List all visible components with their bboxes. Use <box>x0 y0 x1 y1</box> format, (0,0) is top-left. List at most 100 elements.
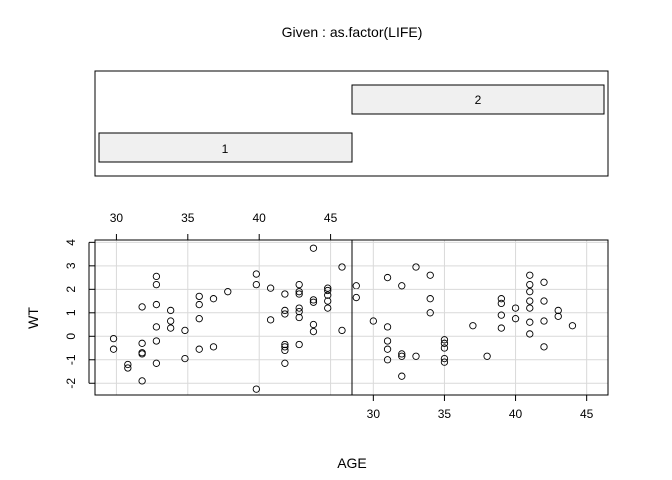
y-tick-label: 4 <box>64 239 78 246</box>
data-point <box>224 288 232 296</box>
data-point <box>440 358 449 366</box>
data-point <box>440 339 449 347</box>
data-point <box>511 315 520 323</box>
x-tick-label: 35 <box>438 407 452 421</box>
data-point <box>138 339 146 347</box>
data-point <box>440 344 449 352</box>
data-point <box>540 297 548 305</box>
data-point <box>497 311 505 319</box>
data-point <box>383 356 392 364</box>
data-point <box>181 354 189 363</box>
data-point <box>281 343 289 351</box>
data-point <box>295 304 303 312</box>
data-point <box>109 334 118 343</box>
data-point <box>309 327 318 336</box>
data-point <box>469 322 477 330</box>
data-point <box>266 316 275 324</box>
given-interval-1 <box>98 132 353 163</box>
data-point <box>167 317 175 325</box>
data-point <box>526 280 534 289</box>
data-point <box>195 292 203 301</box>
data-point <box>167 306 175 315</box>
data-point <box>281 306 289 315</box>
data-point <box>281 346 289 355</box>
data-point <box>138 350 146 358</box>
data-point <box>324 284 332 292</box>
data-point <box>412 352 420 360</box>
x-tick-label: 45 <box>324 211 338 225</box>
data-point <box>526 318 534 326</box>
x-tick-label: 30 <box>367 407 381 421</box>
x-tick-label: 35 <box>181 211 195 225</box>
x-tick-label: 40 <box>509 407 523 421</box>
data-point <box>383 345 392 353</box>
data-point <box>195 315 203 323</box>
data-point <box>281 310 289 318</box>
data-point <box>526 304 534 312</box>
data-point <box>324 291 332 299</box>
y-tick-label: 0 <box>64 333 78 340</box>
given-panel-frame <box>94 70 609 177</box>
data-point <box>295 313 303 322</box>
data-point <box>338 263 346 271</box>
data-point <box>426 271 434 279</box>
data-point <box>526 297 534 305</box>
data-point <box>138 303 146 311</box>
data-point <box>252 270 260 278</box>
data-point <box>152 359 161 367</box>
scatter-panels: 30 35 40 45 30 35 40 45 -2 -1 0 1 2 3 4 <box>64 211 609 421</box>
data-point <box>412 263 420 271</box>
data-point <box>324 286 332 295</box>
data-point <box>309 298 318 306</box>
data-point <box>109 345 118 353</box>
data-point <box>338 326 346 335</box>
data-point <box>540 278 548 286</box>
data-point <box>152 272 161 281</box>
data-point <box>195 345 203 353</box>
given-interval-label-2: 2 <box>475 93 482 107</box>
data-point <box>383 337 392 345</box>
data-point <box>526 271 534 279</box>
data-point <box>324 304 332 312</box>
data-point <box>554 312 562 320</box>
given-interval-2 <box>351 84 605 115</box>
data-point <box>383 323 392 331</box>
data-point <box>398 350 406 358</box>
x-tick-label: 40 <box>253 211 267 225</box>
data-point <box>440 336 449 344</box>
data-point <box>511 304 520 312</box>
data-point <box>295 288 303 296</box>
data-point <box>383 273 392 282</box>
data-point <box>124 360 132 369</box>
chart-title: Given : as.factor(LIFE) <box>282 24 423 40</box>
data-point <box>295 307 303 316</box>
y-tick-label: 3 <box>64 262 78 269</box>
data-point <box>181 326 189 335</box>
data-point <box>281 340 289 349</box>
data-point <box>252 385 260 393</box>
x-tick-label: 30 <box>110 211 124 225</box>
y-axis-label: WT <box>25 307 41 329</box>
data-point <box>540 317 548 325</box>
data-point <box>526 288 534 296</box>
data-point <box>266 284 275 292</box>
data-point <box>281 290 289 298</box>
x-axis-label: AGE <box>337 455 367 471</box>
data-point <box>497 295 505 303</box>
data-point <box>426 295 434 303</box>
data-point <box>309 244 318 252</box>
data-point <box>497 324 505 332</box>
y-tick-label: -2 <box>64 378 78 389</box>
y-tick-label: 1 <box>64 309 78 316</box>
data-point <box>426 309 434 317</box>
given-interval-label-1: 1 <box>222 142 229 156</box>
data-point <box>568 322 577 330</box>
data-point <box>324 297 332 305</box>
data-point <box>526 330 534 338</box>
y-tick-label: -1 <box>64 354 78 365</box>
data-point <box>540 343 548 351</box>
data-point <box>309 296 318 304</box>
data-point <box>352 293 360 302</box>
data-point <box>281 359 289 367</box>
